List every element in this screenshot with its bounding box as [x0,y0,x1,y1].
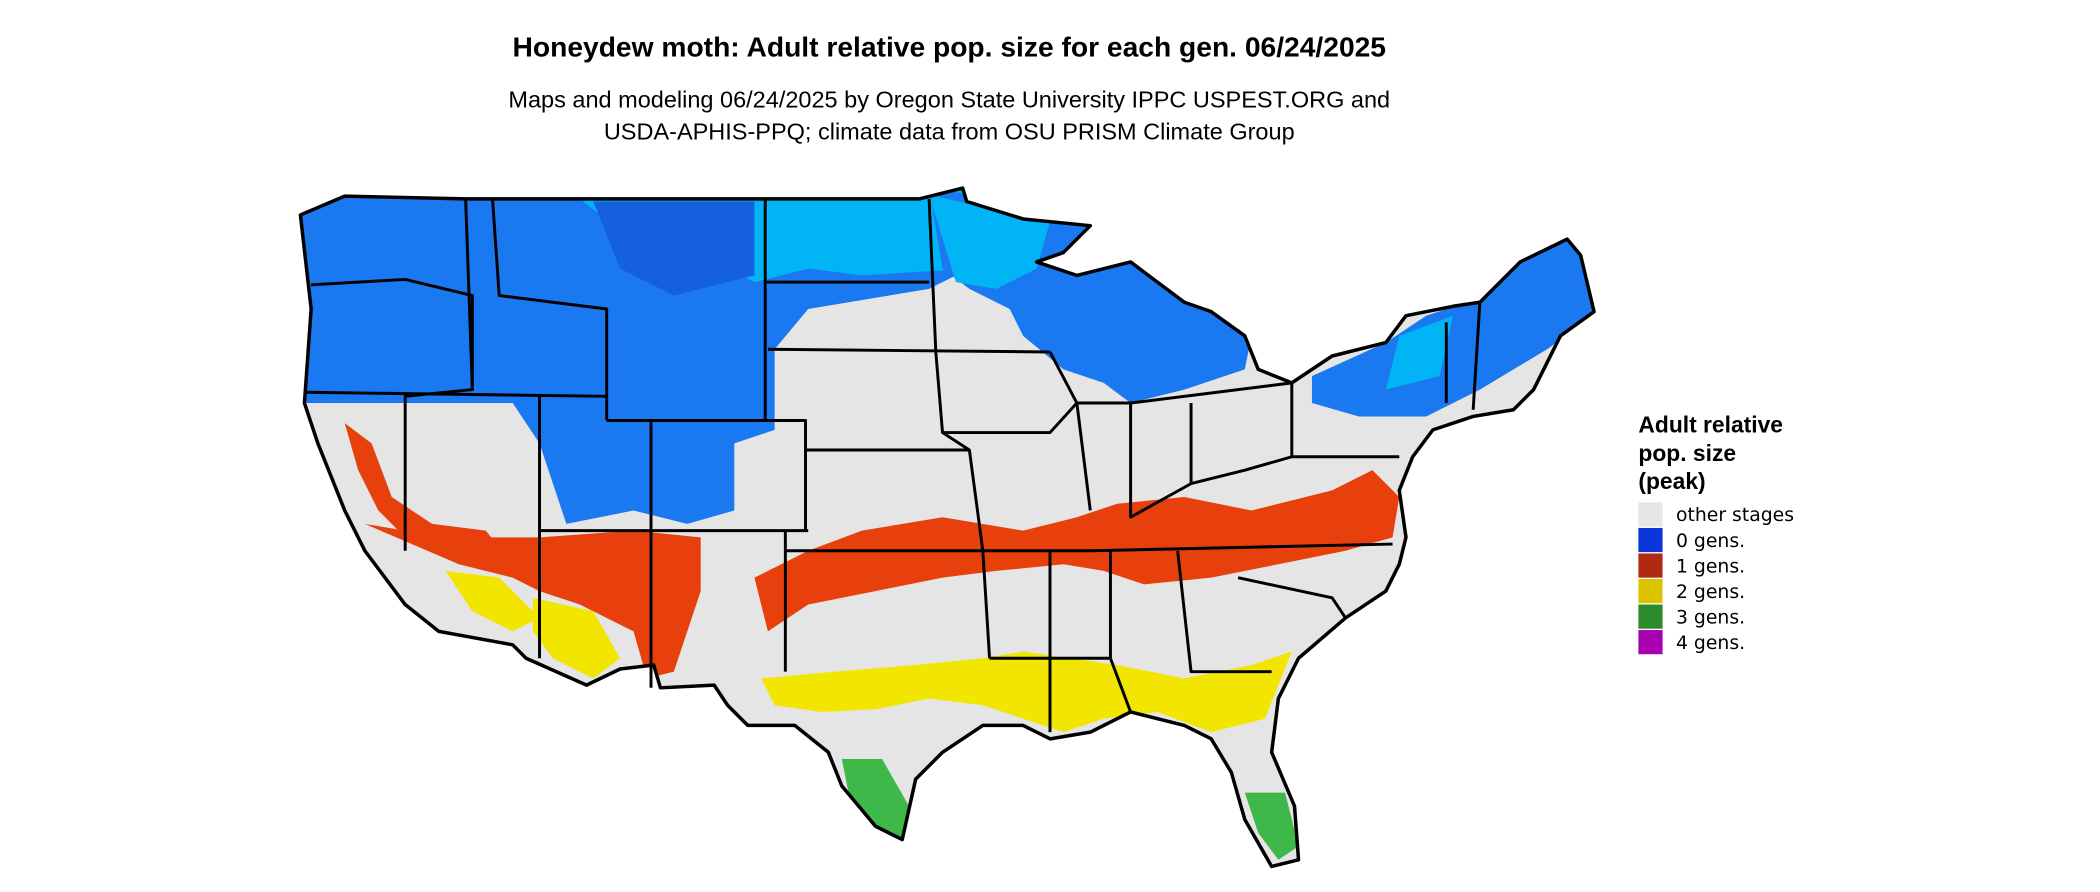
us-map [298,186,1596,869]
legend: Adult relative pop. size (peak) other st… [1638,412,1794,655]
legend-label: 1 gens. [1676,556,1745,577]
legend-swatch [1638,553,1663,578]
legend-label: 4 gens. [1676,633,1745,654]
legend-title: (peak) [1638,468,1705,494]
legend-label: 0 gens. [1676,531,1745,552]
legend-swatch [1638,604,1663,629]
legend-title: pop. size [1638,440,1736,466]
legend-label: 3 gens. [1676,607,1745,628]
legend-swatch [1638,502,1663,527]
legend-label: 2 gens. [1676,582,1745,603]
subtitle-line: Maps and modeling 06/24/2025 by Oregon S… [508,86,1390,112]
legend-title: Adult relative [1638,412,1783,438]
legend-swatch [1638,630,1663,655]
legend-swatch [1638,527,1663,553]
subtitle-line: USDA-APHIS-PPQ; climate data from OSU PR… [604,119,1295,145]
legend-swatch [1638,578,1663,604]
state-borders [304,198,1482,733]
legend-label: other stages [1676,505,1794,526]
map-title: Honeydew moth: Adult relative pop. size … [512,30,1386,62]
